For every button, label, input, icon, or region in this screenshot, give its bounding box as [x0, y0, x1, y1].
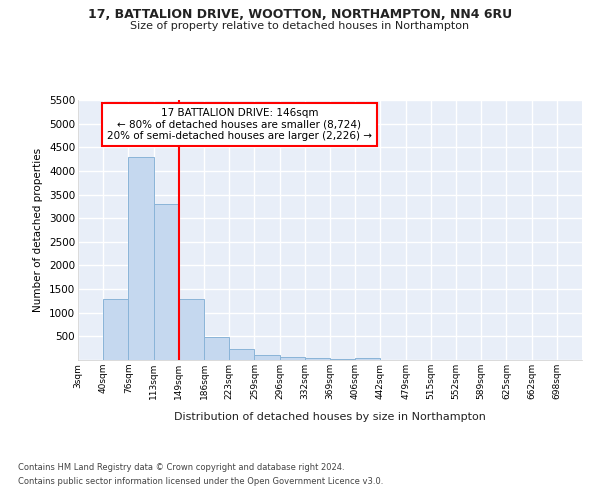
Bar	[305, 358, 330, 360]
Text: Size of property relative to detached houses in Northampton: Size of property relative to detached ho…	[130, 21, 470, 31]
Bar	[128, 156, 154, 360]
Bar	[179, 300, 204, 360]
Text: Distribution of detached houses by size in Northampton: Distribution of detached houses by size …	[174, 412, 486, 422]
Bar	[154, 204, 179, 360]
Text: 17, BATTALION DRIVE, WOOTTON, NORTHAMPTON, NN4 6RU: 17, BATTALION DRIVE, WOOTTON, NORTHAMPTO…	[88, 8, 512, 20]
Bar	[355, 358, 380, 360]
Text: Contains HM Land Registry data © Crown copyright and database right 2024.: Contains HM Land Registry data © Crown c…	[18, 462, 344, 471]
Y-axis label: Number of detached properties: Number of detached properties	[34, 148, 43, 312]
Text: Contains public sector information licensed under the Open Government Licence v3: Contains public sector information licen…	[18, 478, 383, 486]
Bar	[204, 338, 229, 360]
Bar	[229, 349, 254, 360]
Bar	[280, 356, 305, 360]
Text: 17 BATTALION DRIVE: 146sqm
← 80% of detached houses are smaller (8,724)
20% of s: 17 BATTALION DRIVE: 146sqm ← 80% of deta…	[107, 108, 372, 141]
Bar	[254, 356, 280, 360]
Bar	[103, 300, 128, 360]
